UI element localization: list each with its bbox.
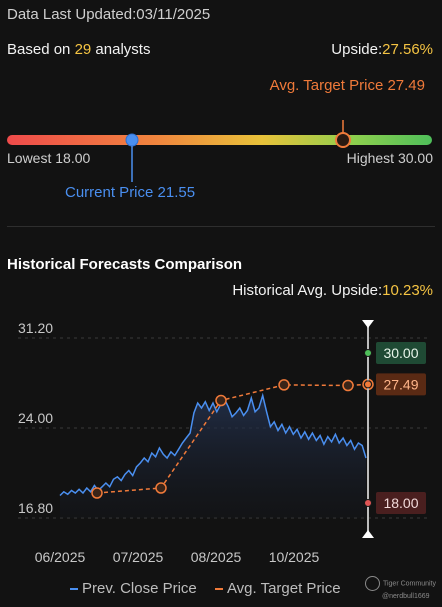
analysts-prefix: Based on (7, 41, 71, 58)
legend-item-prev-close[interactable]: Prev. Close Price (70, 580, 197, 597)
y-tick-label: 24.00 (18, 410, 53, 426)
historical-chart: 31.20 24.00 16.80 06/2025 07/2025 08/2025 10/… (18, 320, 430, 565)
high-marker-dot (364, 349, 372, 357)
highest-label: Highest 30.00 (346, 150, 433, 166)
range-top-arrow (362, 320, 374, 328)
analysts-count: 29 (74, 41, 92, 58)
target-marker (335, 132, 351, 148)
analysts-suffix: analysts (95, 41, 151, 58)
price-range-bar (7, 135, 432, 145)
avg-target-point (155, 482, 167, 494)
updated-date: 03/11/2025 (136, 6, 211, 23)
updated-label: Data Last Updated: (7, 6, 137, 23)
low-marker-dot (364, 499, 372, 507)
brand-name: Tiger Community (382, 580, 436, 588)
section-divider (7, 226, 435, 227)
x-axis-ticks: 06/2025 07/2025 08/2025 10/2025 (35, 549, 320, 565)
lowest-label: Lowest 18.00 (7, 150, 91, 166)
avg-target-label: Avg. Target Price 27.49 (269, 77, 425, 94)
avg-target-point (278, 379, 290, 391)
x-tick-label: 08/2025 (191, 549, 242, 565)
avg-target-point (91, 487, 103, 499)
low-marker-label: 18.00 (383, 495, 418, 511)
legend-swatch-prev-close (70, 588, 78, 591)
x-tick-label: 07/2025 (113, 549, 164, 565)
legend-label-prev-close: Prev. Close Price (82, 580, 197, 597)
chart-legend: Prev. Close Price Avg. Target Price (70, 580, 355, 597)
brand-user: @nerdbull1669 (381, 593, 430, 600)
avg-target-point (215, 394, 227, 407)
y-tick-label: 31.20 (18, 320, 53, 336)
prev-close-price-line (59, 392, 367, 497)
historical-upside-text: Historical Avg. Upside:10.23% (232, 282, 433, 299)
low-marker-badge (376, 492, 426, 514)
current-price-label: Current Price 21.55 (65, 184, 196, 201)
target-marker-dot (364, 380, 372, 389)
x-tick-label: 06/2025 (35, 549, 86, 565)
legend-label-avg-target: Avg. Target Price (226, 580, 341, 597)
range-bottom-arrow (362, 530, 374, 538)
price-area-fill (60, 395, 366, 518)
range-markers (125, 120, 351, 182)
legend-item-avg-target[interactable]: Avg. Target Price (214, 580, 341, 597)
tiger-logo-icon (364, 576, 380, 591)
y-tick-label: 16.80 (18, 500, 53, 516)
legend-swatch-avg-target (214, 588, 223, 591)
avg-target-point (342, 379, 354, 392)
historical-title: Historical Forecasts Comparison (7, 256, 243, 273)
target-marker-label: 27.49 (383, 376, 418, 392)
historical-upside-label: Historical Avg. Upside: (232, 282, 383, 299)
upside-label: Upside: (331, 41, 383, 58)
avg-target-price-series (91, 378, 374, 499)
target-marker-badge (376, 373, 426, 396)
high-marker-badge (376, 342, 426, 364)
historical-upside-value: 10.23% (382, 282, 433, 299)
current-price-marker (125, 133, 139, 147)
y-axis-ticks: 31.20 24.00 16.80 (18, 320, 53, 516)
high-marker-label: 30.00 (383, 345, 418, 361)
data-updated-text: Data Last Updated:03/11/2025 (7, 6, 210, 23)
analyst-count-text: Based on 29 analysts (7, 41, 150, 58)
upside-value: 27.56% (382, 41, 433, 58)
upside-text: Upside:27.56% (331, 41, 433, 58)
brand-watermark: Tiger Community @nerdbull1669 (364, 576, 436, 602)
range-axis: 30.00 27.49 18.00 (362, 320, 426, 538)
x-tick-label: 10/2025 (269, 549, 320, 565)
